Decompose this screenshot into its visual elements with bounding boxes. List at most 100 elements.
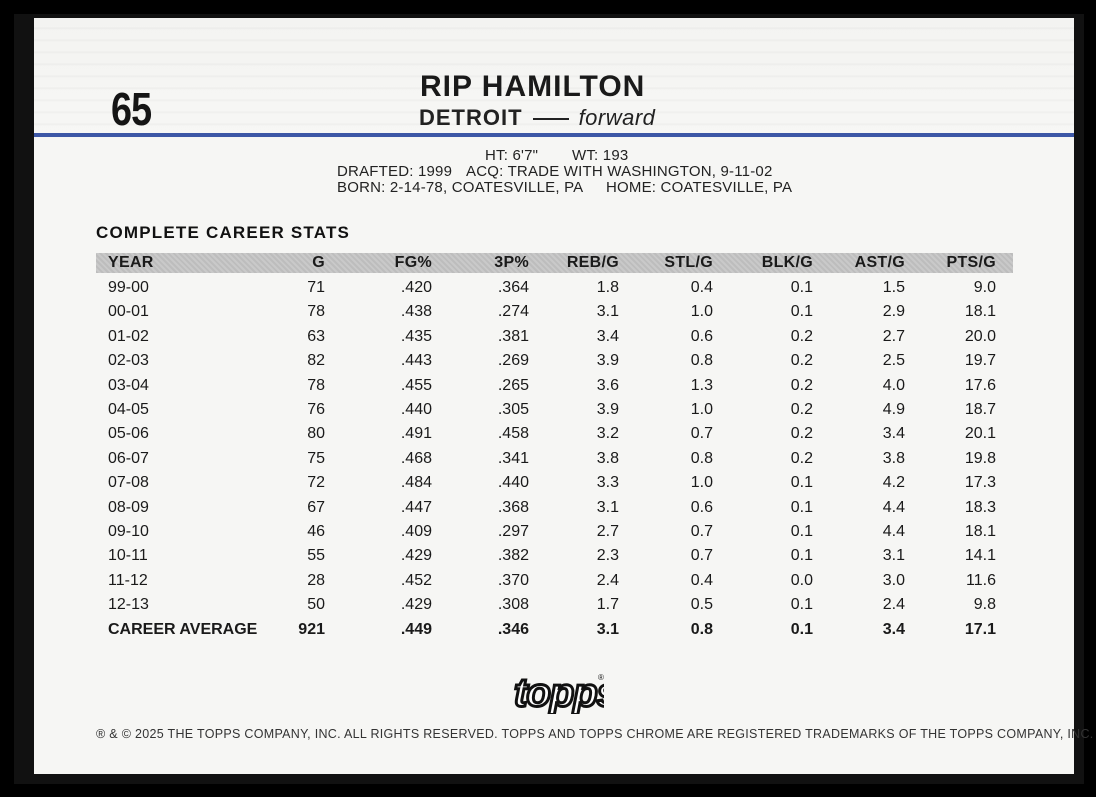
topps-logo: topps ®	[513, 670, 605, 715]
cell-g: 50	[307, 596, 325, 614]
cell-year: 12-13	[108, 596, 149, 614]
cell-stl-g: 0.5	[690, 596, 713, 614]
cell-3p-pct: .341	[497, 449, 529, 467]
cell-fg-pct: .452	[400, 571, 432, 589]
cell-blk-g: 0.2	[790, 376, 813, 394]
cell-pts-g: 18.1	[964, 523, 996, 540]
cell-reb-g: 3.6	[596, 376, 619, 394]
cell-3p-pct: .297	[497, 523, 529, 540]
cell-stl-g: 0.8	[690, 352, 713, 370]
column-header-pts-g: PTS/G	[946, 254, 996, 271]
registered-mark-icon: ®	[598, 673, 604, 682]
cell-reb-g: 3.9	[596, 401, 619, 418]
cell-3p-pct: .305	[497, 401, 529, 418]
career-stl-g: 0.8	[690, 620, 713, 638]
cell-ast-g: 2.7	[882, 327, 905, 345]
cell-ast-g: 3.0	[882, 571, 905, 589]
cell-year: 00-01	[108, 303, 149, 321]
cell-fg-pct: .429	[400, 596, 432, 614]
cell-stl-g: 0.6	[690, 327, 713, 345]
cell-fg-pct: .443	[400, 352, 432, 370]
column-header-blk-g: BLK/G	[761, 254, 813, 271]
cell-year: 09-10	[108, 523, 149, 540]
cell-stl-g: 0.4	[690, 571, 713, 589]
cell-stl-g: 1.3	[690, 376, 713, 394]
cell-ast-g: 4.9	[882, 401, 905, 418]
cell-pts-g: 9.0	[973, 279, 996, 296]
career-blk-g: 0.1	[790, 620, 813, 638]
cell-g: 78	[307, 376, 325, 394]
cell-g: 75	[307, 449, 325, 467]
card-back	[34, 18, 1074, 774]
career-3p-pct: .346	[497, 620, 529, 638]
column-header-g: G	[312, 254, 325, 271]
cell-year: 11-12	[108, 571, 148, 589]
column-header-ast-g: AST/G	[854, 254, 905, 271]
cell-g: 76	[307, 401, 325, 418]
dash-divider	[532, 118, 569, 121]
cell-pts-g: 19.7	[964, 352, 996, 370]
column-header-year: YEAR	[108, 254, 154, 271]
cell-stl-g: 1.0	[690, 401, 713, 418]
cell-reb-g: 3.2	[596, 425, 619, 443]
cell-stl-g: 0.6	[690, 498, 713, 516]
bio-height: HT: 6'7"	[485, 147, 539, 164]
cell-fg-pct: .447	[400, 498, 432, 516]
cell-stl-g: 1.0	[690, 303, 713, 321]
cell-pts-g: 20.0	[964, 327, 996, 345]
cell-year: 06-07	[108, 449, 149, 467]
cell-fg-pct: .440	[400, 401, 432, 418]
team-position-line: DETROIT forward	[419, 105, 655, 131]
cell-g: 72	[307, 474, 325, 492]
cell-year: 04-05	[108, 401, 149, 418]
cell-blk-g: 0.1	[790, 498, 813, 516]
stats-section-title: COMPLETE CAREER STATS	[96, 223, 351, 242]
cell-year: 99-00	[108, 279, 149, 296]
cell-fg-pct: .438	[400, 303, 432, 321]
column-header-stl-g: STL/G	[664, 254, 713, 271]
cell-ast-g: 4.4	[882, 498, 905, 516]
career-year: CAREER AVERAGE	[108, 620, 258, 638]
cell-blk-g: 0.1	[790, 596, 813, 614]
cell-blk-g: 0.2	[790, 352, 813, 370]
cell-ast-g: 3.1	[882, 547, 905, 565]
cell-stl-g: 0.7	[690, 425, 713, 443]
cell-pts-g: 19.8	[964, 449, 996, 467]
cell-ast-g: 2.5	[882, 352, 905, 370]
player-position: forward	[578, 105, 656, 130]
cell-3p-pct: .370	[497, 571, 529, 589]
cell-year: 02-03	[108, 352, 149, 370]
player-name: RIP HAMILTON	[420, 70, 646, 103]
cell-3p-pct: .381	[497, 327, 529, 345]
cell-3p-pct: .269	[497, 352, 529, 370]
column-header-reb-g: REB/G	[566, 254, 619, 271]
cell-reb-g: 3.1	[596, 498, 619, 516]
cell-3p-pct: .368	[497, 498, 529, 516]
cell-year: 03-04	[108, 376, 149, 394]
bio-home: HOME: COATESVILLE, PA	[606, 179, 793, 196]
cell-3p-pct: .308	[497, 596, 529, 614]
cell-stl-g: 0.7	[690, 547, 713, 565]
cell-reb-g: 3.4	[596, 327, 619, 345]
cell-stl-g: 0.4	[690, 279, 713, 296]
cell-reb-g: 3.9	[596, 352, 619, 370]
column-header-fg-pct: FG%	[394, 254, 432, 271]
cell-ast-g: 1.5	[882, 279, 905, 296]
header-divider	[34, 133, 1074, 137]
bio-acquired: ACQ: TRADE WITH WASHINGTON, 9-11-02	[466, 163, 773, 180]
cell-reb-g: 3.1	[596, 303, 619, 321]
cell-blk-g: 0.2	[790, 401, 813, 418]
cell-g: 78	[307, 303, 325, 321]
cell-pts-g: 9.8	[973, 596, 996, 614]
cell-g: 67	[307, 498, 325, 516]
cell-ast-g: 2.4	[882, 596, 905, 614]
cell-reb-g: 2.3	[596, 547, 619, 565]
cell-year: 10-11	[108, 547, 148, 565]
cell-blk-g: 0.1	[790, 547, 813, 565]
cell-fg-pct: .435	[400, 327, 432, 345]
cell-stl-g: 1.0	[690, 474, 713, 492]
cell-reb-g: 2.7	[596, 523, 619, 540]
cell-fg-pct: .429	[400, 547, 432, 565]
bio-born: BORN: 2-14-78, COATESVILLE, PA	[337, 179, 584, 196]
cell-ast-g: 4.4	[882, 523, 905, 540]
